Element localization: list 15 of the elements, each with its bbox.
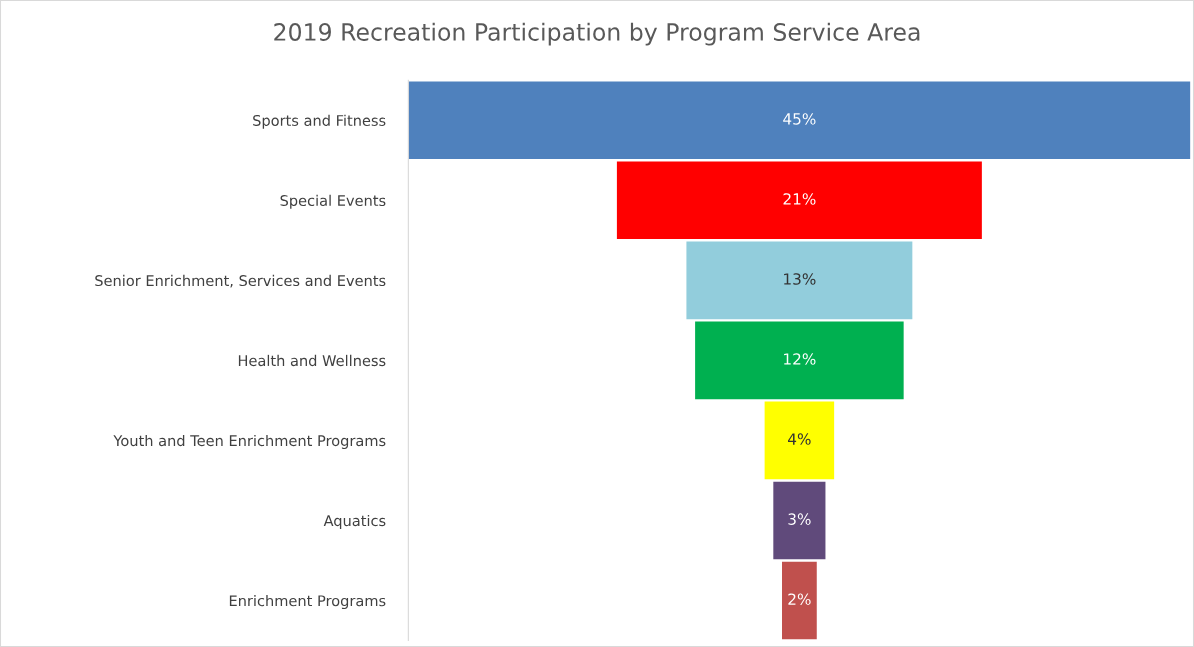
text: 2019 Recreation Participation by Program Service Area [274, 22, 920, 46]
category-label: Enrichment Programs [229, 594, 386, 610]
data-label: 45% [783, 113, 816, 125]
category-label: Aquatics [323, 514, 386, 530]
data-label: 3% [788, 513, 811, 525]
data-label: 4% [788, 433, 811, 445]
data-label: 13% [784, 273, 816, 285]
category-label: Sports and Fitness [253, 114, 386, 129]
data-label: 12% [784, 353, 816, 365]
category-label: Special Events [280, 194, 386, 209]
category-label: Senior Enrichment, Services and Events [95, 274, 386, 288]
data-label: 2% [788, 593, 811, 605]
data-label: 21% [783, 193, 816, 205]
category-label: Youth and Teen Enrichment Programs [113, 434, 386, 449]
category-label: Health and Wellness [238, 354, 386, 367]
